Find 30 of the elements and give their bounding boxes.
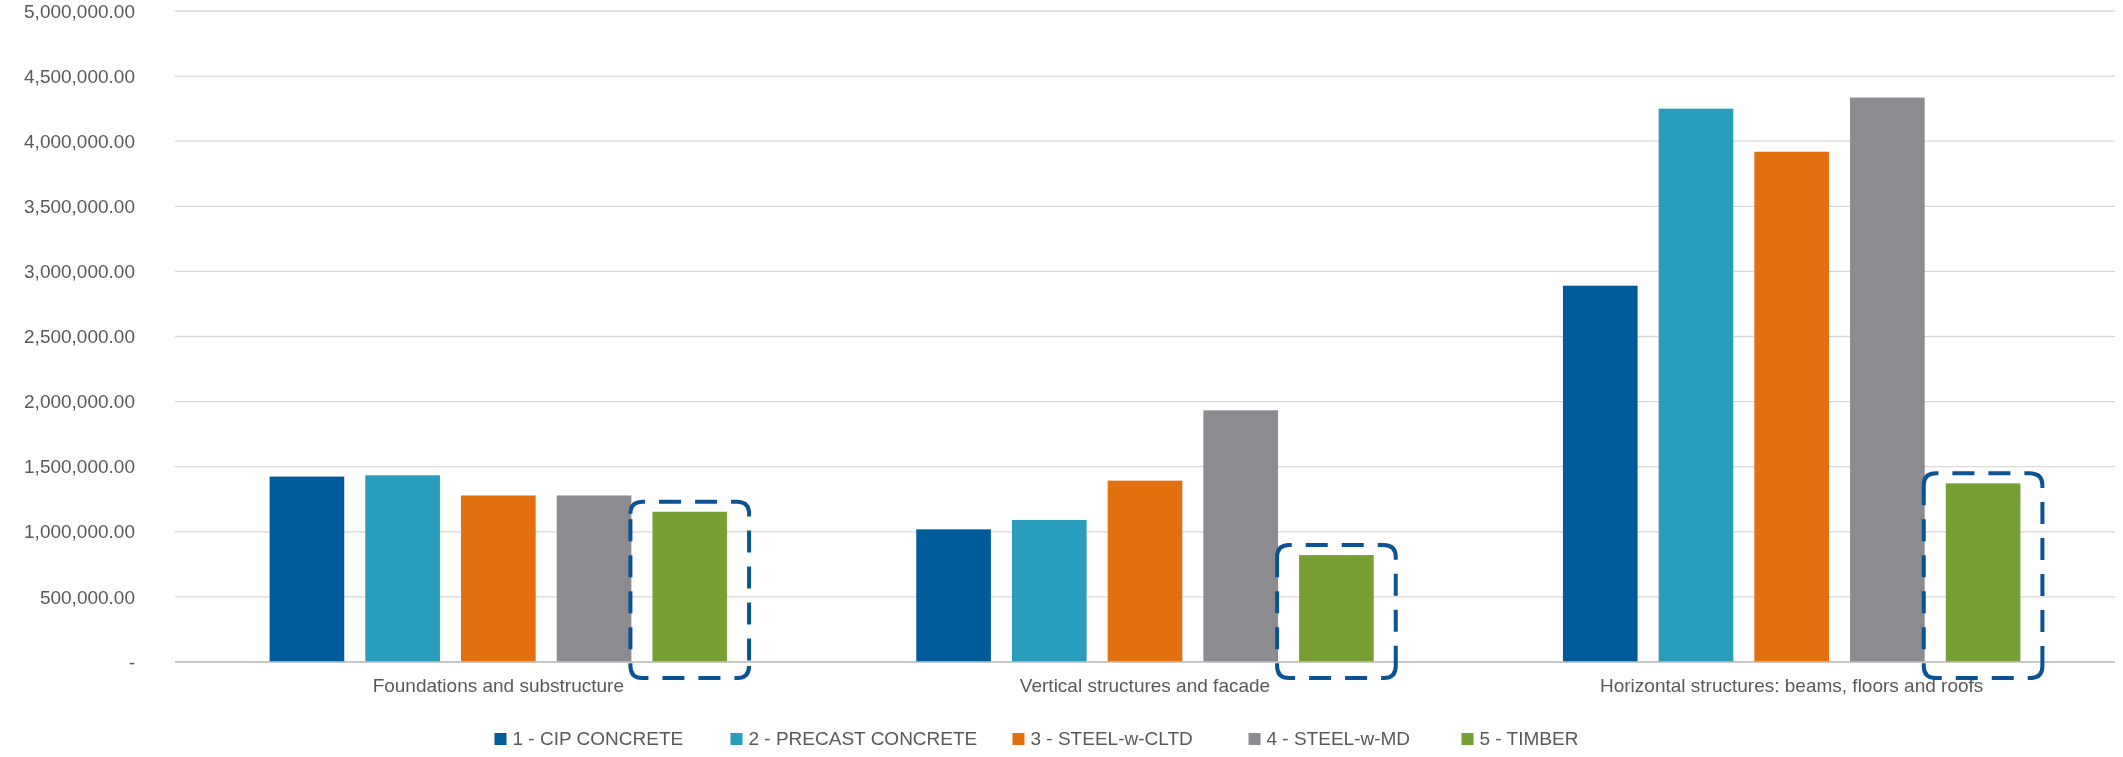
bar: [1011, 519, 1087, 662]
bar: [365, 475, 440, 662]
bar: [1850, 97, 1925, 662]
bar: [916, 529, 991, 662]
legend-label: 5 - TIMBER: [1479, 728, 1579, 749]
y-tick-label: 3,500,000.00: [24, 195, 135, 217]
y-tick-label: 1,500,000.00: [24, 456, 135, 478]
y-tick-label: 3,000,000.00: [24, 261, 135, 283]
y-tick-label: 2,500,000.00: [24, 326, 135, 348]
y-tick-label: 2,000,000.00: [24, 391, 135, 413]
y-tick-label: 500,000.00: [39, 586, 135, 608]
y-tick-label: 5,000,000.00: [24, 0, 135, 22]
bar: [1203, 410, 1279, 662]
bar: [1562, 285, 1638, 662]
bar: [269, 476, 345, 662]
y-tick-label: 4,500,000.00: [24, 65, 135, 87]
y-tick-label: 1,000,000.00: [24, 521, 135, 543]
legend-label: 3 - STEEL-w-CLTD: [1030, 728, 1193, 749]
bar: [461, 495, 536, 662]
y-tick-label: 4,000,000.00: [24, 130, 135, 152]
legend-label: 1 - CIP CONCRETE: [512, 728, 684, 749]
legend-label: 2 - PRECAST CONCRETE: [748, 728, 978, 749]
bar: [1658, 108, 1734, 662]
x-tick-label: Vertical structures and facade: [1019, 675, 1271, 696]
y-tick-label: -: [128, 651, 135, 673]
bar: [1754, 151, 1829, 662]
bar: [1107, 480, 1183, 662]
x-tick-label: Horizontal structures: beams, floors and roofs: [1599, 675, 1984, 696]
legend-label: 4 - STEEL-w-MD: [1266, 728, 1411, 749]
x-tick-label: Foundations and substructure: [372, 675, 625, 696]
